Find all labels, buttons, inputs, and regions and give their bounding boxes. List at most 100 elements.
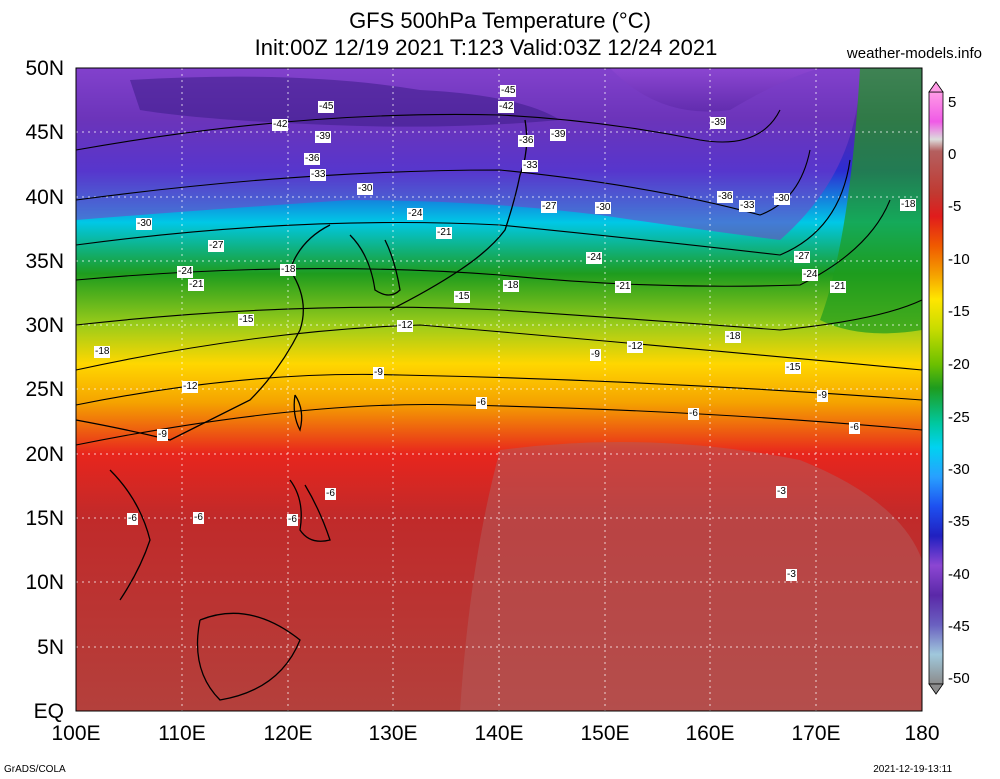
contour-label: -9 — [590, 349, 601, 361]
lon-label-130e: 130E — [368, 722, 418, 745]
colorbar-label-neg25: -25 — [948, 409, 970, 426]
lon-label-140e: 140E — [474, 722, 524, 745]
contour-label: -30 — [357, 183, 374, 195]
contour-label: -24 — [407, 208, 424, 220]
contour-label: -36 — [518, 135, 535, 147]
contour-label: -18 — [725, 331, 742, 343]
lon-label-100e: 100E — [51, 722, 101, 745]
contour-label: -36 — [717, 191, 734, 203]
east-green-ridge — [820, 68, 922, 334]
title-line-2: Init:00Z 12/19 2021 T:123 Valid:03Z 12/2… — [254, 35, 718, 60]
lat-label-10n: 10N — [25, 571, 64, 594]
contour-label: -18 — [280, 264, 297, 276]
colorbar-label-0: 0 — [948, 146, 957, 163]
contour-label: -30 — [136, 218, 153, 230]
warm-pool — [460, 442, 922, 711]
lat-label-35n: 35N — [25, 250, 64, 273]
contour-label: -18 — [503, 280, 520, 292]
colorbar-label-neg30: -30 — [948, 461, 970, 478]
colorbar-label-neg20: -20 — [948, 356, 970, 373]
contour-label: -6 — [849, 422, 860, 434]
colorbar-top-arrow — [928, 81, 944, 93]
lon-label-180: 180 — [904, 722, 940, 745]
lat-label-40n: 40N — [25, 186, 64, 209]
contour-label: -6 — [127, 513, 138, 525]
colorbar-bottom-arrow — [928, 683, 944, 695]
lat-label-eq: EQ — [33, 700, 64, 723]
contour-label: -45 — [318, 101, 335, 113]
borneo — [196, 612, 301, 701]
contour-label: -3 — [786, 569, 797, 581]
contour-label: -15 — [454, 291, 471, 303]
lon-label-160e: 160E — [685, 722, 735, 745]
contour-label: -21 — [830, 281, 847, 293]
contour-label: -15 — [238, 314, 255, 326]
lon-label-120e: 120E — [263, 722, 313, 745]
colorbar-label-neg10: -10 — [948, 251, 970, 268]
colorbar-label-5: 5 — [948, 94, 957, 111]
colorbar-label-neg40: -40 — [948, 566, 970, 583]
contour-label: -24 — [586, 252, 603, 264]
contour-label: -30 — [595, 202, 612, 214]
contour-label: -6 — [476, 397, 487, 409]
contour-label: -6 — [193, 512, 204, 524]
isotherm-contours — [75, 109, 923, 446]
colorbar-label-neg5: -5 — [948, 198, 962, 215]
contour-label: -9 — [157, 429, 168, 441]
contour-label: -27 — [541, 201, 558, 213]
lat-label-30n: 30N — [25, 314, 64, 337]
colorbar-label-neg15: -15 — [948, 303, 970, 320]
colorbar-label-neg50: -50 — [948, 670, 970, 687]
contour-label: -36 — [304, 153, 321, 165]
taiwan — [293, 394, 303, 432]
colorbar-label-neg45: -45 — [948, 618, 970, 635]
contour-label: -33 — [739, 200, 756, 212]
lat-label-45n: 45N — [25, 121, 64, 144]
lon-label-170e: 170E — [791, 722, 841, 745]
contour-label: -3 — [776, 486, 787, 498]
lat-label-20n: 20N — [25, 443, 64, 466]
graticule — [76, 68, 922, 711]
contour-label: -42 — [498, 101, 515, 113]
contour-label: -6 — [325, 488, 336, 500]
contour-label: -42 — [272, 119, 289, 131]
contour-label: -18 — [94, 346, 111, 358]
contour-label: -39 — [550, 129, 567, 141]
contour-label: -39 — [710, 117, 727, 129]
contour-label: -39 — [315, 131, 332, 143]
contour-label: -33 — [310, 169, 327, 181]
korea-peninsula — [349, 234, 401, 296]
contour-label: -9 — [817, 390, 828, 402]
contour-label: -9 — [373, 367, 384, 379]
contour-label: -18 — [900, 199, 917, 211]
colorbar-label-neg35: -35 — [948, 513, 970, 530]
title-line-1: GFS 500hPa Temperature (°C) — [349, 8, 651, 33]
contour-label: -24 — [177, 266, 194, 278]
contour-label: -21 — [188, 279, 205, 291]
footer-credit: GrADS/COLA — [4, 764, 66, 775]
contour-label: -15 — [785, 362, 802, 374]
colorbar-bar — [928, 91, 944, 685]
lat-label-25n: 25N — [25, 378, 64, 401]
contour-label: -33 — [522, 160, 539, 172]
contour-label: -12 — [397, 320, 414, 332]
vietnam-coast — [109, 469, 151, 601]
site-credit: weather-models.info — [846, 45, 982, 62]
philippines-luzon — [289, 479, 331, 542]
lon-label-150e: 150E — [580, 722, 630, 745]
contour-label: -6 — [287, 514, 298, 526]
contour-label: -30 — [774, 193, 791, 205]
contour-label: -21 — [615, 281, 632, 293]
contour-label: -27 — [208, 240, 225, 252]
lon-label-110e: 110E — [158, 722, 206, 745]
contour-label: -12 — [627, 341, 644, 353]
footer-timestamp: 2021-12-19-13:11 — [873, 764, 952, 775]
contour-label: -24 — [802, 269, 819, 281]
contour-label: -21 — [436, 227, 453, 239]
contour-label: -45 — [500, 85, 517, 97]
contour-label: -27 — [794, 251, 811, 263]
lat-label-15n: 15N — [25, 507, 64, 530]
map-frame — [75, 67, 923, 712]
contour-label: -6 — [688, 408, 699, 420]
